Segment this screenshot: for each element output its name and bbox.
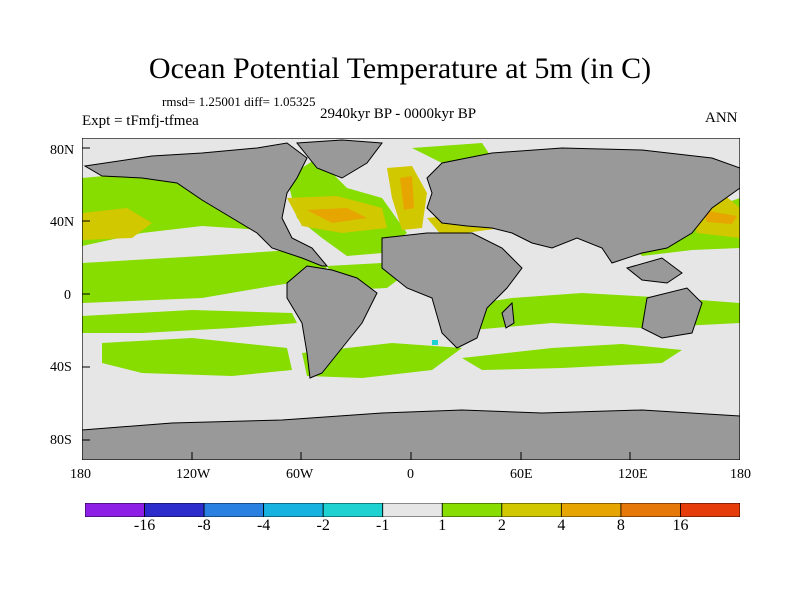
nordic-hot-patch: [400, 176, 414, 210]
land-masses: [82, 139, 740, 460]
colorbar-label: -1: [376, 517, 390, 534]
x-tick-120w: 120W: [176, 467, 211, 482]
temperature-difference-map: [82, 138, 740, 460]
rmsd-diff-stats: rmsd= 1.25001 diff= 1.05325: [162, 94, 316, 109]
x-tick-180w: 180: [70, 467, 91, 482]
cool-anomaly-patch: [432, 340, 438, 345]
colorbar-label: -16: [133, 517, 156, 534]
season-label: ANN: [705, 110, 738, 126]
chart-title: Ocean Potential Temperature at 5m (in C): [148, 52, 652, 85]
x-tick-120e: 120E: [618, 467, 648, 482]
x-tick-60w: 60W: [286, 467, 314, 482]
x-tick-180e: 180: [730, 467, 751, 482]
south-america-land: [286, 265, 378, 379]
madagascar-land: [501, 301, 515, 329]
colorbar-label: 8: [616, 517, 625, 534]
colorbar-label: 4: [557, 517, 566, 534]
y-tick-40n: 40N: [50, 215, 75, 230]
tropical-pacific-band: [82, 250, 327, 303]
colorbar: [85, 503, 740, 517]
australia-land: [641, 287, 703, 339]
colorbar-swatch: [382, 503, 443, 517]
colorbar-swatch: [85, 503, 145, 517]
africa-land: [381, 232, 523, 349]
colorbar-swatch: [620, 503, 681, 517]
period-label: 2940kyr BP - 0000kyr BP: [320, 106, 477, 122]
north-america-land: [83, 142, 329, 267]
colorbar-label: -8: [197, 517, 211, 534]
anomaly-4-to-8-regions: [307, 176, 737, 224]
axis-ticks: [82, 147, 740, 460]
colorbar-label: 1: [438, 517, 447, 534]
gulf-stream-hot-patch: [307, 208, 367, 223]
south-pacific-band: [82, 310, 297, 333]
colorbar-swatch: [322, 503, 384, 517]
experiment-label: Expt = tFmfj-tfmea: [82, 113, 199, 129]
maritime-continent-land: [625, 257, 683, 284]
colorbar-swatch: [560, 503, 622, 517]
colorbar-swatch: [203, 503, 265, 517]
south-atlantic-band: [302, 343, 462, 378]
x-tick-0: 0: [407, 467, 414, 482]
colorbar-swatch: [441, 503, 503, 517]
colorbar-label: -4: [256, 517, 271, 534]
colorbar-swatch: [680, 503, 740, 517]
y-tick-40s: 40S: [50, 360, 72, 375]
colorbar-label: -2: [316, 517, 330, 534]
x-tick-60e: 60E: [510, 467, 533, 482]
colorbar-swatch: [501, 503, 562, 517]
southern-pacific-band: [102, 338, 292, 376]
colorbar-swatch: [144, 503, 205, 517]
colorbar-label: 2: [497, 517, 506, 534]
greenland-land: [296, 139, 383, 179]
kuroshio-hot-patch: [702, 210, 737, 224]
colorbar-label: 16: [672, 517, 689, 534]
southern-indian-band: [462, 344, 682, 370]
eurasia-land: [426, 147, 740, 264]
y-tick-0: 0: [64, 288, 71, 303]
y-tick-80n: 80N: [50, 143, 75, 158]
y-tick-80s: 80S: [50, 433, 72, 448]
north-pacific-warm-patch: [82, 208, 152, 240]
antarctica-land: [82, 409, 740, 460]
colorbar-swatch: [263, 503, 324, 517]
